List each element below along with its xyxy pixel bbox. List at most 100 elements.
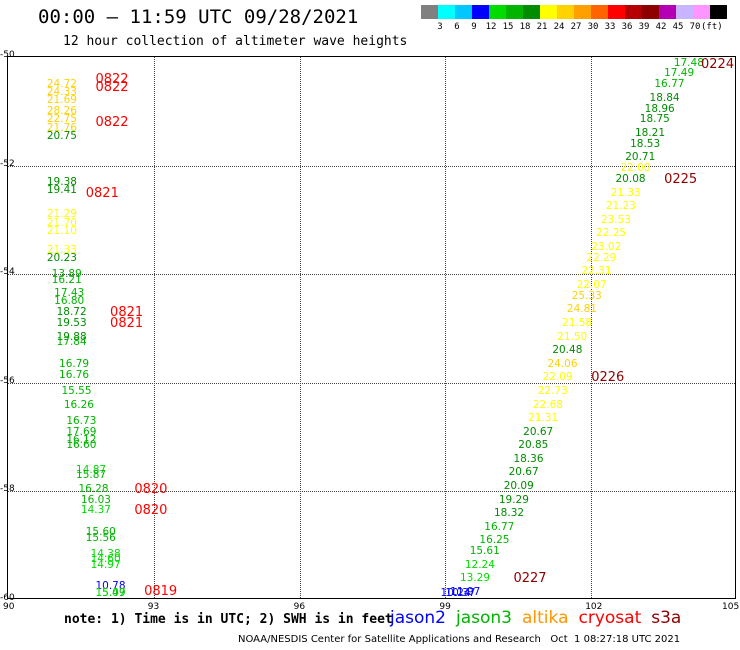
satellite-name: altika <box>522 608 569 628</box>
wave-height-value: 21.50 <box>557 330 588 343</box>
longitude-tick-label: 96 <box>293 602 306 612</box>
page-subtitle: 12 hour collection of altimeter wave hei… <box>63 34 408 49</box>
latitude-tick-label: -56 <box>0 375 15 386</box>
wave-height-value: 17.69 <box>66 425 97 438</box>
legend-swatch <box>574 5 591 19</box>
wave-height-value: 17.43 <box>54 287 85 300</box>
wave-height-value: 16.28 <box>78 482 109 495</box>
meridian-gridline <box>299 57 301 598</box>
meridian-gridline <box>153 57 155 598</box>
wave-height-value: 20.67 <box>523 425 554 438</box>
legend-tick-label: 36 <box>621 22 633 32</box>
wave-height-value: 21.10 <box>46 224 77 237</box>
satellite-name: jason3 <box>456 608 512 628</box>
wave-height-value: 15.56 <box>85 531 116 544</box>
credit-line: NOAA/NESDIS Center for Satellite Applica… <box>238 634 681 645</box>
wave-height-value: 10.78 <box>95 580 126 593</box>
wave-height-value: 21.76 <box>46 121 77 134</box>
legend-tick-label: 21 <box>536 22 548 32</box>
wave-height-value: 24.81 <box>566 303 597 316</box>
satellite-name: jason2 <box>390 608 446 628</box>
wave-height-value: 19.38 <box>46 175 77 188</box>
legend-swatch <box>472 5 489 19</box>
wave-height-value: 16.79 <box>59 357 90 370</box>
wave-height-value: 15.07 <box>95 587 126 599</box>
legend-swatch <box>489 5 506 19</box>
legend-swatch <box>625 5 642 19</box>
wave-height-value: 22.07 <box>576 279 607 292</box>
wave-height-value: 19.41 <box>46 184 77 197</box>
wave-height-value: 12.24 <box>464 558 495 571</box>
wave-height-value: 21.29 <box>46 208 77 221</box>
wave-height-value: 14.60 <box>90 553 121 566</box>
wave-height-value: 20.75 <box>46 129 77 142</box>
legend-tick-label: 24 <box>553 22 565 32</box>
wave-height-value: 11.97 <box>450 585 481 598</box>
wave-height-value: 21.33 <box>46 243 77 256</box>
parallel-gridline <box>8 165 735 167</box>
wave-height-value: 24.06 <box>547 357 578 370</box>
wave-height-value: 20.08 <box>615 173 646 186</box>
legend-swatch <box>642 5 659 19</box>
wave-height-value: 16.12 <box>66 433 97 446</box>
legend-swatch <box>676 5 693 19</box>
legend-unit: (ft) <box>701 22 723 32</box>
longitude-tick-label: 102 <box>585 602 603 612</box>
latitude-tick-label: -58 <box>0 484 15 495</box>
latitude-tick-label: -52 <box>0 158 15 169</box>
meridian-gridline <box>591 57 593 598</box>
satellite-name: cryosat <box>578 608 642 628</box>
wave-height-value: 24.72 <box>46 78 77 91</box>
wave-height-value: 22.00 <box>620 162 651 175</box>
wave-height-value: 18.72 <box>56 306 87 319</box>
legend-tick-label: 30 <box>587 22 599 32</box>
wave-height-value: 17.84 <box>56 336 87 349</box>
wave-height-value: 17.48 <box>673 57 704 69</box>
pass-time-label: 0822 <box>95 71 129 87</box>
legend-swatch <box>608 5 625 19</box>
wave-height-value: 16.03 <box>80 493 111 506</box>
wave-height-value: 22.68 <box>532 398 563 411</box>
legend-swatch <box>540 5 557 19</box>
pass-time-label: 0822 <box>95 79 129 95</box>
wave-height-value: 16.80 <box>54 295 85 308</box>
wave-height-value: 16.60 <box>66 439 97 452</box>
wave-height-value: 23.53 <box>600 213 631 226</box>
pass-time-label: 0820 <box>134 503 168 519</box>
wave-height-value: 16.77 <box>654 78 685 91</box>
legend-swatch <box>438 5 455 19</box>
wave-height-value: 18.96 <box>644 102 675 115</box>
longitude-tick-label: 90 <box>3 602 15 612</box>
pass-time-label: 0227 <box>513 571 547 587</box>
legend-tick-label: 9 <box>471 22 477 32</box>
wave-height-value: 24.33 <box>46 86 77 99</box>
wave-height-value: 18.32 <box>494 507 525 520</box>
legend-tick-label: 15 <box>502 22 514 32</box>
wave-height-value: 21.23 <box>605 200 636 213</box>
wave-height-value: 22.25 <box>596 227 627 240</box>
wave-height-value: 22.73 <box>537 384 568 397</box>
legend-swatch <box>506 5 523 19</box>
pass-time-label: 0225 <box>664 172 698 188</box>
wave-height-value: 18.84 <box>649 91 680 104</box>
units-note: note: 1) Time is in UTC; 2) SWH is in fe… <box>64 612 393 627</box>
wave-height-value: 18.36 <box>513 452 544 465</box>
pass-time-label: 0819 <box>144 584 178 599</box>
wave-height-value: 23.02 <box>591 241 622 254</box>
wave-height-value: 20.48 <box>552 344 583 357</box>
wave-height-value: 21.69 <box>46 94 77 107</box>
wave-height-value: 10.24 <box>440 587 471 599</box>
legend-swatch <box>659 5 676 19</box>
wave-height-value: 16.76 <box>59 368 90 381</box>
wave-height-value: 19.29 <box>498 493 529 506</box>
wave-height-value: 20.09 <box>503 479 534 492</box>
wave-height-value: 19.53 <box>56 317 87 330</box>
wave-height-value: 18.21 <box>634 127 665 140</box>
legend-tick-label: 45 <box>672 22 684 32</box>
wave-height-value: 13.29 <box>459 572 491 585</box>
wave-height-value: 10.37 <box>445 587 476 599</box>
wave-height-value: 19.88 <box>56 330 87 343</box>
pass-time-label: 0821 <box>110 316 144 332</box>
wave-height-value: 28.26 <box>46 105 77 118</box>
